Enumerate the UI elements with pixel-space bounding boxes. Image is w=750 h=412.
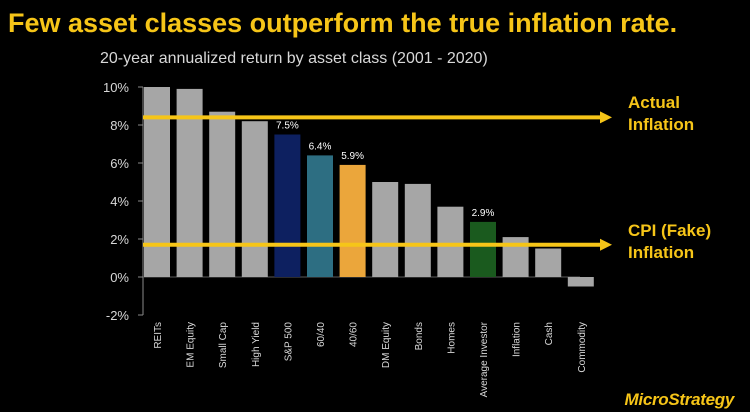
microstrategy-logo: MicroStrategy (624, 390, 735, 409)
cpi-inflation-label-line2: Inflation (628, 243, 695, 262)
slide-title: Few asset classes outperform the true in… (8, 8, 678, 38)
x-tick-label: Commodity (577, 322, 588, 373)
x-tick-label: 40/60 (349, 322, 360, 347)
x-tick-label: Homes (446, 322, 457, 354)
y-tick-label: -2% (106, 308, 130, 323)
x-tick-label: Inflation (512, 322, 523, 357)
bar (339, 164, 366, 277)
actual-inflation-label-line1: Actual (628, 93, 680, 112)
x-tick-label: Cash (544, 322, 555, 345)
actual-inflation-label-line2: Inflation (628, 115, 695, 134)
x-tick-label: S&P 500 (283, 322, 294, 362)
bar (372, 182, 399, 277)
y-tick-label: 6% (110, 156, 129, 171)
y-tick-label: 4% (110, 194, 129, 209)
x-tick-label: EM Equity (186, 322, 197, 368)
chart-subtitle: 20-year annualized return by asset class… (100, 50, 488, 67)
x-tick-label: REITs (153, 322, 164, 349)
x-tick-label: Small Cap (218, 322, 229, 369)
cpi-inflation-label-line1: CPI (Fake) (628, 221, 712, 240)
bar (209, 111, 236, 277)
y-tick-label: 0% (110, 270, 129, 285)
bar (404, 183, 431, 277)
bar-data-label: 5.9% (341, 151, 364, 162)
x-tick-label: Average Investor (479, 321, 490, 397)
y-tick-label: 10% (103, 80, 129, 95)
reference-line-arrowhead (600, 238, 612, 251)
bar (307, 155, 333, 277)
actual-inflation-annotation: Actual Inflation (628, 92, 694, 136)
bar (241, 121, 268, 277)
reference-line-arrowhead (600, 111, 612, 124)
y-tick-label: 8% (110, 118, 129, 133)
x-tick-label: DM Equity (381, 322, 392, 368)
bar (437, 206, 464, 277)
bar (274, 134, 301, 277)
bar (470, 221, 496, 277)
bar (567, 277, 594, 287)
bar (535, 248, 562, 277)
bar-data-label: 2.9% (472, 208, 495, 219)
bar-data-label: 6.4% (309, 141, 332, 152)
x-tick-label: High Yield (251, 322, 262, 367)
x-tick-label: 60/40 (316, 322, 327, 347)
bar-data-label: 7.5% (276, 121, 299, 132)
y-tick-label: 2% (110, 232, 129, 247)
cpi-inflation-annotation: CPI (Fake) Inflation (628, 220, 711, 264)
x-tick-label: Bonds (414, 322, 425, 350)
